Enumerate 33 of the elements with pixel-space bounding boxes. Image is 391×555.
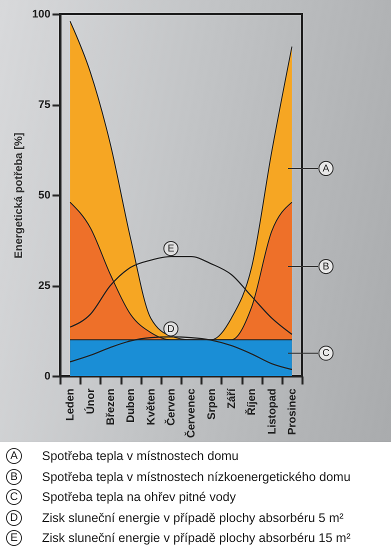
text: Spotřeba tepla v místnostech domu	[42, 449, 239, 464]
text: B	[10, 470, 18, 483]
y-tick-label: 50	[38, 190, 50, 202]
x-tick-label: Říjen	[245, 388, 258, 416]
x-tick-label: Březen	[104, 388, 117, 426]
y-tick-label: 100	[32, 8, 50, 20]
text: A	[10, 450, 18, 462]
text: B	[322, 262, 330, 273]
x-tick-label: Duben	[125, 388, 138, 423]
x-tick-label: Únor	[84, 388, 97, 414]
text: D	[10, 512, 18, 524]
text: A	[322, 163, 330, 174]
text: C	[322, 348, 330, 360]
text: Zisk sluneční energie v případě plochy absorbéru 15 m²	[42, 531, 350, 546]
x-tick-label: Květen	[145, 388, 158, 426]
x-tick-label: Září	[226, 388, 238, 409]
x-tick-label: Srpen	[206, 388, 218, 420]
y-tick-label: 0	[44, 370, 50, 382]
x-tick-label: Červen	[164, 388, 178, 426]
x-tick-label: Listopad	[266, 388, 278, 434]
text: Spotřeba tepla na ohřev pitné vody	[42, 490, 236, 504]
text: Zisk sluneční energie v případě plochy absorbéru 5 m²	[42, 510, 344, 525]
y-tick-label: 75	[38, 99, 50, 111]
y-axis-title: Energetická potřeba [%]	[13, 132, 26, 258]
series-label: D	[167, 324, 175, 335]
text: C	[10, 491, 18, 504]
text: Spotřeba tepla v místnostech nízkoenergetického domu	[42, 470, 351, 484]
x-tick-label: Červenec	[184, 388, 198, 438]
series-label: E	[168, 244, 175, 255]
x-tick-label: Prosinec	[286, 388, 298, 435]
y-tick-label: 25	[38, 280, 50, 292]
x-tick-label: Leden	[64, 388, 77, 421]
text: E	[10, 532, 18, 544]
